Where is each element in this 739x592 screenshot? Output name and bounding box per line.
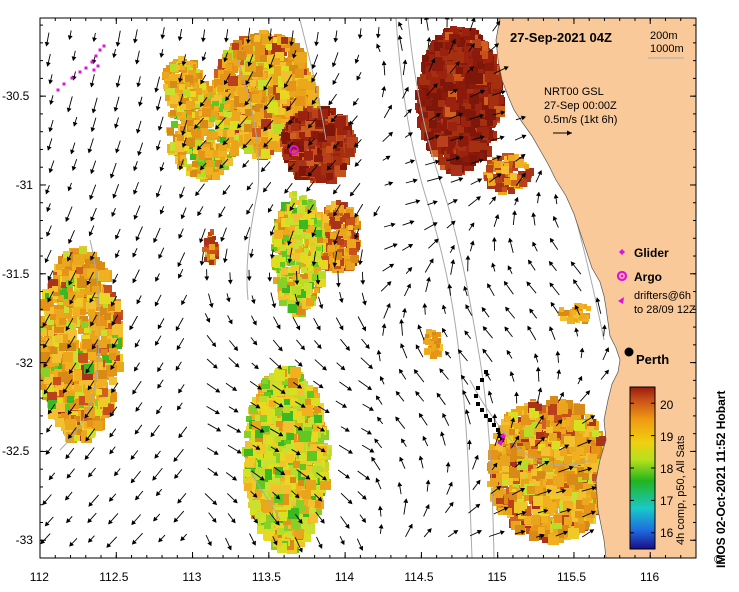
sst-patch xyxy=(202,229,219,265)
axis-ticks xyxy=(39,18,697,558)
y-tick-label: -33 xyxy=(15,533,33,548)
x-tick-label: 112 xyxy=(29,570,49,584)
x-tick-label: 112.5 xyxy=(99,570,129,584)
colorbar xyxy=(629,386,656,550)
legend-symbols xyxy=(616,249,628,304)
sst-patch xyxy=(271,191,328,317)
current-scale: 0.5m/s (1kt 6h) xyxy=(544,114,618,126)
drifter-point xyxy=(62,82,66,86)
drifter-point xyxy=(92,68,96,72)
legend-argo: Argo xyxy=(634,270,662,284)
sst-patch xyxy=(166,86,240,182)
glider-position xyxy=(500,433,506,439)
cb-label-19: 19 xyxy=(660,430,674,444)
y-tick-label: -32.5 xyxy=(2,444,30,459)
perth-marker xyxy=(624,347,634,357)
depth-contour-line xyxy=(395,18,473,558)
y-tick-label: -31 xyxy=(15,177,33,192)
drifter-icon xyxy=(618,297,624,304)
argo-icon xyxy=(616,270,628,282)
sst-patch xyxy=(40,246,124,443)
credit-line: IMOS 02-Oct-2021 11:52 Hobart xyxy=(714,390,728,568)
glider-icon xyxy=(619,249,625,255)
x-tick-label: 114 xyxy=(334,570,355,584)
place-label-perth: Perth xyxy=(636,352,670,367)
glider-track-point xyxy=(484,370,488,374)
x-tick-label: 113.5 xyxy=(251,570,281,584)
glider-track-point xyxy=(476,386,480,390)
glider-track-point xyxy=(480,408,484,412)
cb-label-17: 17 xyxy=(660,494,674,508)
depth-contour-line xyxy=(237,59,260,301)
sst-patch xyxy=(487,396,614,545)
glider-track-point xyxy=(474,394,478,398)
glider-track-point xyxy=(484,414,488,418)
legend-drifters-window: to 28/09 12Z xyxy=(634,304,696,316)
glider-position xyxy=(497,439,503,446)
glider-track-point xyxy=(488,418,492,422)
glider-track-point xyxy=(492,423,496,427)
plot-frame xyxy=(39,17,697,559)
cb-label-20: 20 xyxy=(660,398,674,412)
drifter-point xyxy=(90,60,94,64)
y-tick-label: -31.5 xyxy=(2,266,30,281)
glider-track-point xyxy=(476,402,480,406)
depth-contour-line xyxy=(249,469,281,521)
drifter-point xyxy=(56,88,60,92)
drifter-point xyxy=(94,54,98,58)
drifter-point xyxy=(102,44,106,48)
x-tick-label: 114.5 xyxy=(404,570,434,584)
current-source: NRT00 GSL xyxy=(544,86,604,98)
drifter-point xyxy=(98,48,102,52)
depth-contour-line xyxy=(59,239,100,451)
sst-patch xyxy=(558,303,591,324)
drifter-point xyxy=(78,70,82,74)
x-tick-label: 115 xyxy=(487,570,507,584)
glider-track-point xyxy=(480,378,484,382)
sst-patch xyxy=(162,56,209,112)
depth-label-200: 200m xyxy=(650,30,678,42)
depth-contour-line xyxy=(407,18,495,558)
depth-contour-line xyxy=(469,379,591,466)
colorbar-title: 4h comp, p50, All Sats xyxy=(675,435,687,545)
copyright-mark: © xyxy=(714,554,723,566)
drifter-tracks xyxy=(56,44,106,92)
sst-patch xyxy=(415,26,505,176)
drifter-point xyxy=(84,66,88,70)
y-tick-label: -30.5 xyxy=(2,89,30,104)
y-tick-label: -32 xyxy=(15,355,33,370)
cb-label-18: 18 xyxy=(660,462,674,476)
drifter-point xyxy=(96,64,100,68)
legend-drifters: drifters@6h xyxy=(634,290,692,302)
sst-patch xyxy=(423,329,443,359)
glider-track-point xyxy=(496,428,500,432)
x-tick-label: 116 xyxy=(640,570,660,584)
x-tick-label: 113 xyxy=(182,570,202,584)
x-tick-label: 115.5 xyxy=(556,570,587,584)
sst-patch xyxy=(483,153,534,195)
current-vectors xyxy=(40,18,610,553)
drifter-point xyxy=(70,76,74,80)
cb-label-16: 16 xyxy=(660,526,674,540)
colorbar-ticks xyxy=(630,402,655,534)
legend-glider: Glider xyxy=(634,246,669,260)
depth-label-1000: 1000m xyxy=(650,43,684,55)
map-title: 27-Sep-2021 04Z xyxy=(510,30,612,45)
argo-float-marker xyxy=(289,145,299,155)
glider-track xyxy=(474,370,506,446)
current-time: 27-Sep 00:00Z xyxy=(544,100,617,112)
